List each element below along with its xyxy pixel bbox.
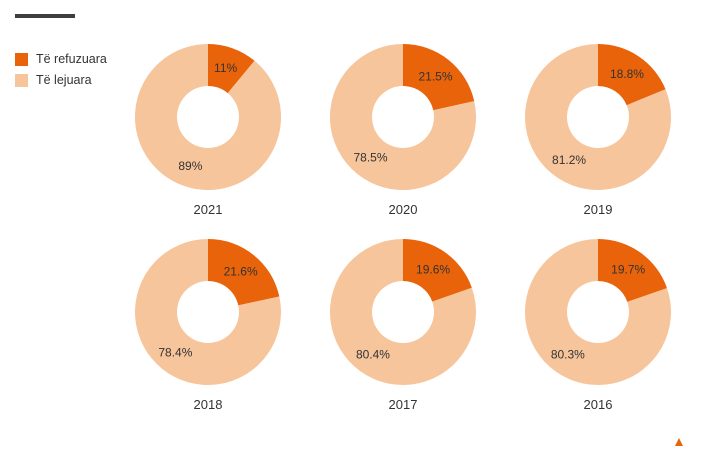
legend-label-approved: Të lejuara	[36, 73, 92, 87]
donut-chart-2021: 11% 89% 2021	[135, 43, 282, 217]
chart-year-label: 2018	[194, 397, 223, 412]
slice-refused[interactable]	[403, 44, 475, 111]
label-refused: 21.6%	[224, 265, 258, 279]
slice-approved[interactable]	[135, 239, 281, 385]
legend-item-approved[interactable]: Të lejuara	[15, 70, 107, 90]
label-refused: 18.8%	[610, 67, 644, 81]
label-refused: 11%	[214, 61, 237, 75]
label-approved: 81.2%	[552, 153, 586, 167]
legend-swatch-refused	[15, 52, 28, 66]
donut-chart-2018: 21.6% 78.4% 2018	[135, 239, 281, 412]
label-refused: 19.6%	[416, 263, 450, 277]
chart-year-label: 2020	[389, 202, 418, 217]
header-rule	[15, 14, 75, 18]
label-approved: 78.5%	[353, 151, 387, 165]
legend-label-refused: Të refuzuara	[36, 52, 107, 66]
donut-chart-2019: 18.8% 81.2% 2019	[525, 43, 671, 217]
brand-mark-icon	[675, 438, 683, 446]
label-approved: 78.4%	[158, 345, 192, 359]
legend-swatch-approved	[15, 73, 28, 87]
slice-refused[interactable]	[403, 239, 472, 302]
label-approved: 89%	[178, 159, 202, 173]
slice-refused[interactable]	[598, 239, 667, 302]
label-approved: 80.4%	[356, 347, 390, 361]
slice-approved[interactable]	[330, 44, 476, 190]
slice-approved[interactable]	[524, 239, 671, 385]
chart-year-label: 2017	[389, 397, 418, 412]
label-approved: 80.3%	[551, 347, 585, 361]
slice-refused[interactable]	[208, 239, 280, 306]
chart-year-label: 2021	[194, 202, 223, 217]
donut-chart-2020: 21.5% 78.5% 2020	[330, 44, 476, 217]
donut-chart-2016: 19.7% 80.3% 2016	[524, 239, 671, 412]
chart-year-label: 2019	[584, 202, 613, 217]
legend: Të refuzuara Të lejuara	[15, 49, 107, 91]
label-refused: 19.7%	[611, 263, 645, 277]
slice-approved[interactable]	[135, 43, 282, 190]
slice-refused[interactable]	[598, 44, 666, 106]
legend-item-refused[interactable]: Të refuzuara	[15, 49, 107, 69]
slice-approved[interactable]	[525, 43, 671, 190]
chart-year-label: 2016	[584, 397, 613, 412]
label-refused: 21.5%	[418, 69, 452, 83]
slice-refused[interactable]	[208, 44, 255, 94]
donut-chart-2017: 19.6% 80.4% 2017	[330, 239, 477, 412]
slice-approved[interactable]	[330, 239, 477, 385]
